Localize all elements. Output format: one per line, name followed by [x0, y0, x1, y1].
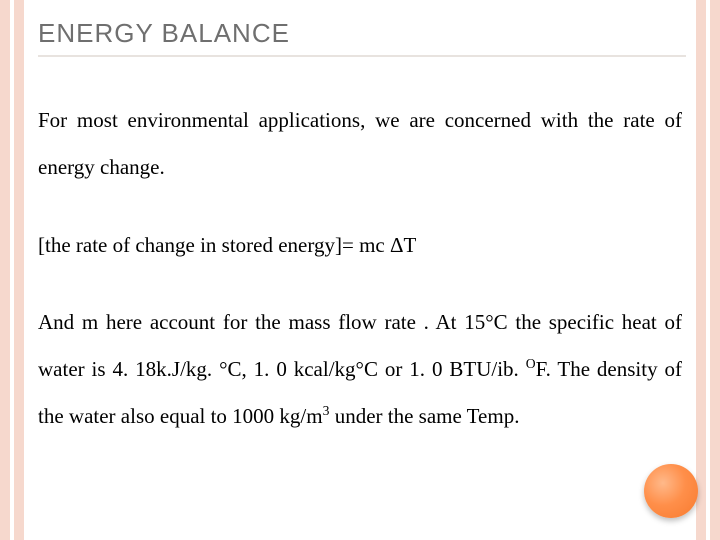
left-stripe-inner	[14, 0, 24, 540]
title-underline	[38, 55, 686, 57]
paragraph-1: For most environmental applications, we …	[38, 97, 682, 192]
right-stripe-outer	[710, 0, 720, 540]
left-stripe-outer	[0, 0, 10, 540]
paragraph-3: And m here account for the mass flow rat…	[38, 299, 682, 441]
slide-title: ENERGY BALANCE	[38, 18, 682, 49]
slide-content: ENERGY BALANCE For most environmental ap…	[38, 18, 682, 522]
paragraph-2-equation: [the rate of change in stored energy]= m…	[38, 222, 682, 269]
right-stripe-inner	[696, 0, 706, 540]
